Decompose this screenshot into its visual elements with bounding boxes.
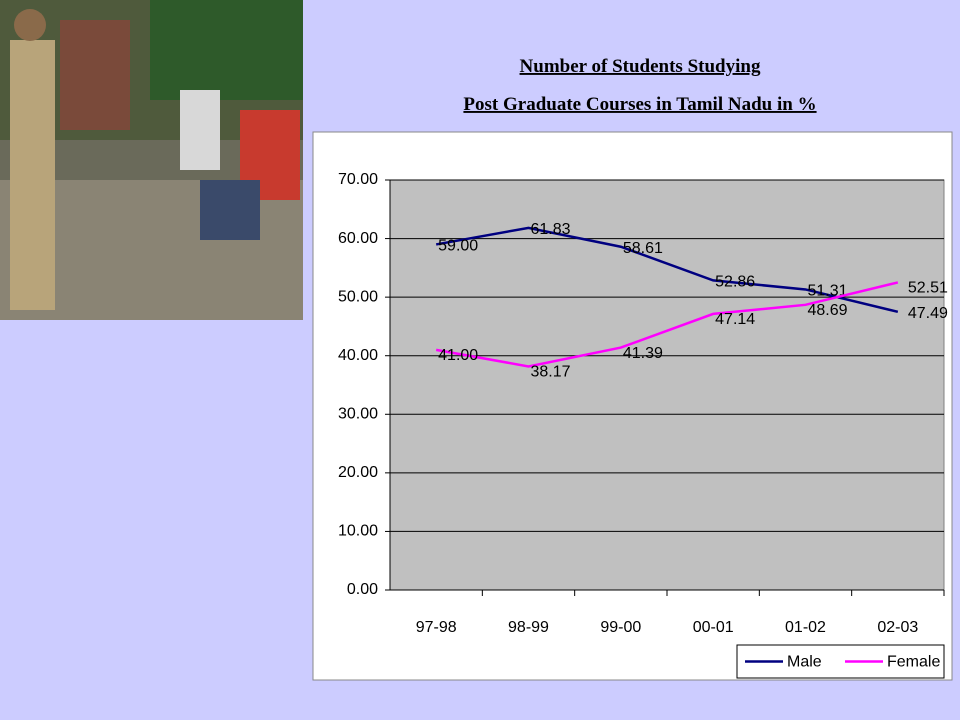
y-tick-label: 40.00 [338, 347, 378, 364]
chart: 0.00 10.00 20.00 30.00 40.00 50.00 60.00 70.00 9… [312, 131, 953, 681]
data-label: 58.61 [623, 240, 663, 257]
chart-subtitle: Post Graduate Courses in Tamil Nadu in % [463, 94, 816, 115]
x-tick-label: 01-02 [785, 619, 826, 636]
data-label: 61.83 [531, 221, 571, 238]
data-label: 47.14 [715, 311, 755, 328]
data-label: 48.69 [808, 302, 848, 319]
x-tick-label: 00-01 [693, 619, 734, 636]
x-tick-label: 98-99 [508, 619, 549, 636]
y-tick-label: 50.00 [338, 288, 378, 305]
data-label: 38.17 [531, 364, 571, 381]
data-label: 41.39 [623, 345, 663, 362]
x-tick-label: 97-98 [416, 619, 457, 636]
y-tick-label: 0.00 [347, 581, 378, 598]
data-label: 52.51 [908, 280, 948, 297]
y-tick-label: 10.00 [338, 523, 378, 540]
legend-label: Male [787, 654, 822, 671]
line-series [435, 281, 899, 368]
legend-box [736, 644, 945, 679]
y-tick-label: 20.00 [338, 464, 378, 481]
data-label: 52.86 [715, 274, 755, 291]
data-label: 59.00 [438, 238, 478, 255]
y-tick-label: 30.00 [338, 406, 378, 423]
y-tick-label: 70.00 [338, 171, 378, 188]
plot-area [389, 179, 945, 591]
chart-title: Number of Students Studying [520, 56, 761, 77]
data-label: 47.49 [908, 305, 948, 322]
legend-label: Female [887, 654, 940, 671]
x-tick-label: 99-00 [600, 619, 641, 636]
data-label: 41.00 [438, 347, 478, 364]
y-tick-label: 60.00 [338, 230, 378, 247]
line-series [435, 226, 899, 314]
data-label: 51.31 [808, 283, 848, 300]
x-tick-label: 02-03 [877, 619, 918, 636]
photo [0, 0, 303, 320]
